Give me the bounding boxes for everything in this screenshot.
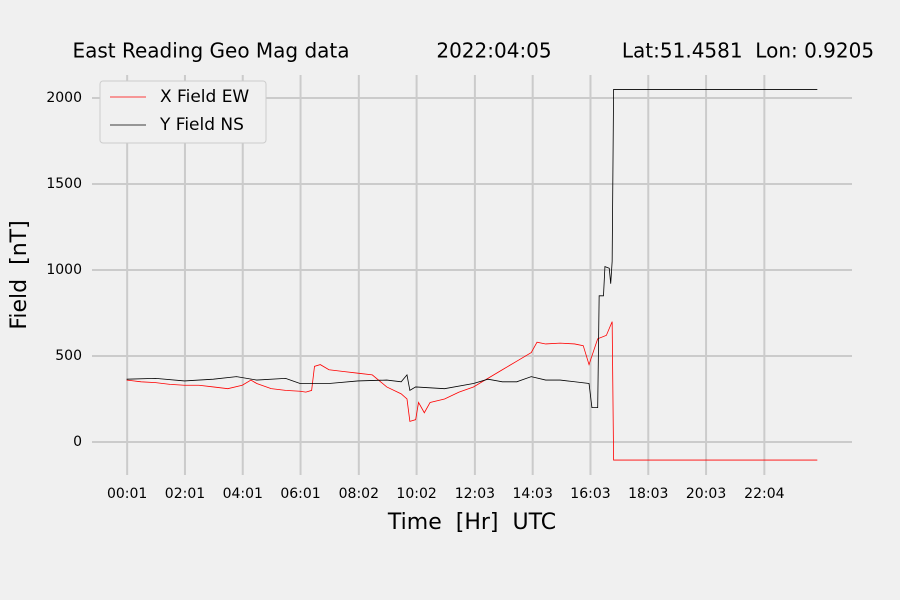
x-tick-label: 20:03 (686, 486, 726, 502)
y-tick-label: 1000 (46, 262, 82, 278)
chart-location: Lat:51.4581 Lon: 0.9205 (622, 39, 874, 63)
x-tick-label: 10:02 (396, 486, 436, 502)
x-tick-label: 04:01 (223, 486, 263, 502)
y-tick-label: 0 (73, 434, 82, 450)
x-tick-label: 16:03 (570, 486, 610, 502)
chart-date: 2022:04:05 (436, 39, 551, 63)
legend-label: X Field EW (160, 87, 249, 107)
legend: X Field EW Y Field NS (99, 80, 267, 144)
legend-label: Y Field NS (159, 115, 244, 135)
legend-box (99, 80, 267, 144)
plot-lines (126, 89, 818, 461)
x-tick-label: 14:03 (513, 486, 553, 502)
x-tick-label: 22:04 (744, 486, 784, 502)
x-tick-label: 18:03 (628, 486, 668, 502)
x-tick-label: 06:01 (280, 486, 320, 502)
y-axis-label: Field [nT] (7, 220, 32, 329)
series-line (126, 321, 818, 461)
x-tick-label: 08:02 (339, 486, 379, 502)
chart-title: East Reading Geo Mag data (72, 39, 349, 63)
x-tick-label: 12:03 (455, 486, 495, 502)
y-tick-label: 500 (55, 348, 82, 364)
y-tick-label: 1500 (46, 176, 82, 192)
grid: 00:01 02:01 04:01 06:01 08:02 10:02 12:03 14:03… (46, 75, 852, 502)
x-axis-label: Time [Hr] UTC (387, 510, 556, 535)
series-line (126, 89, 818, 408)
x-tick-label: 00:01 (107, 486, 147, 502)
x-tick-label: 02:01 (165, 486, 205, 502)
y-tick-label: 2000 (46, 90, 82, 106)
